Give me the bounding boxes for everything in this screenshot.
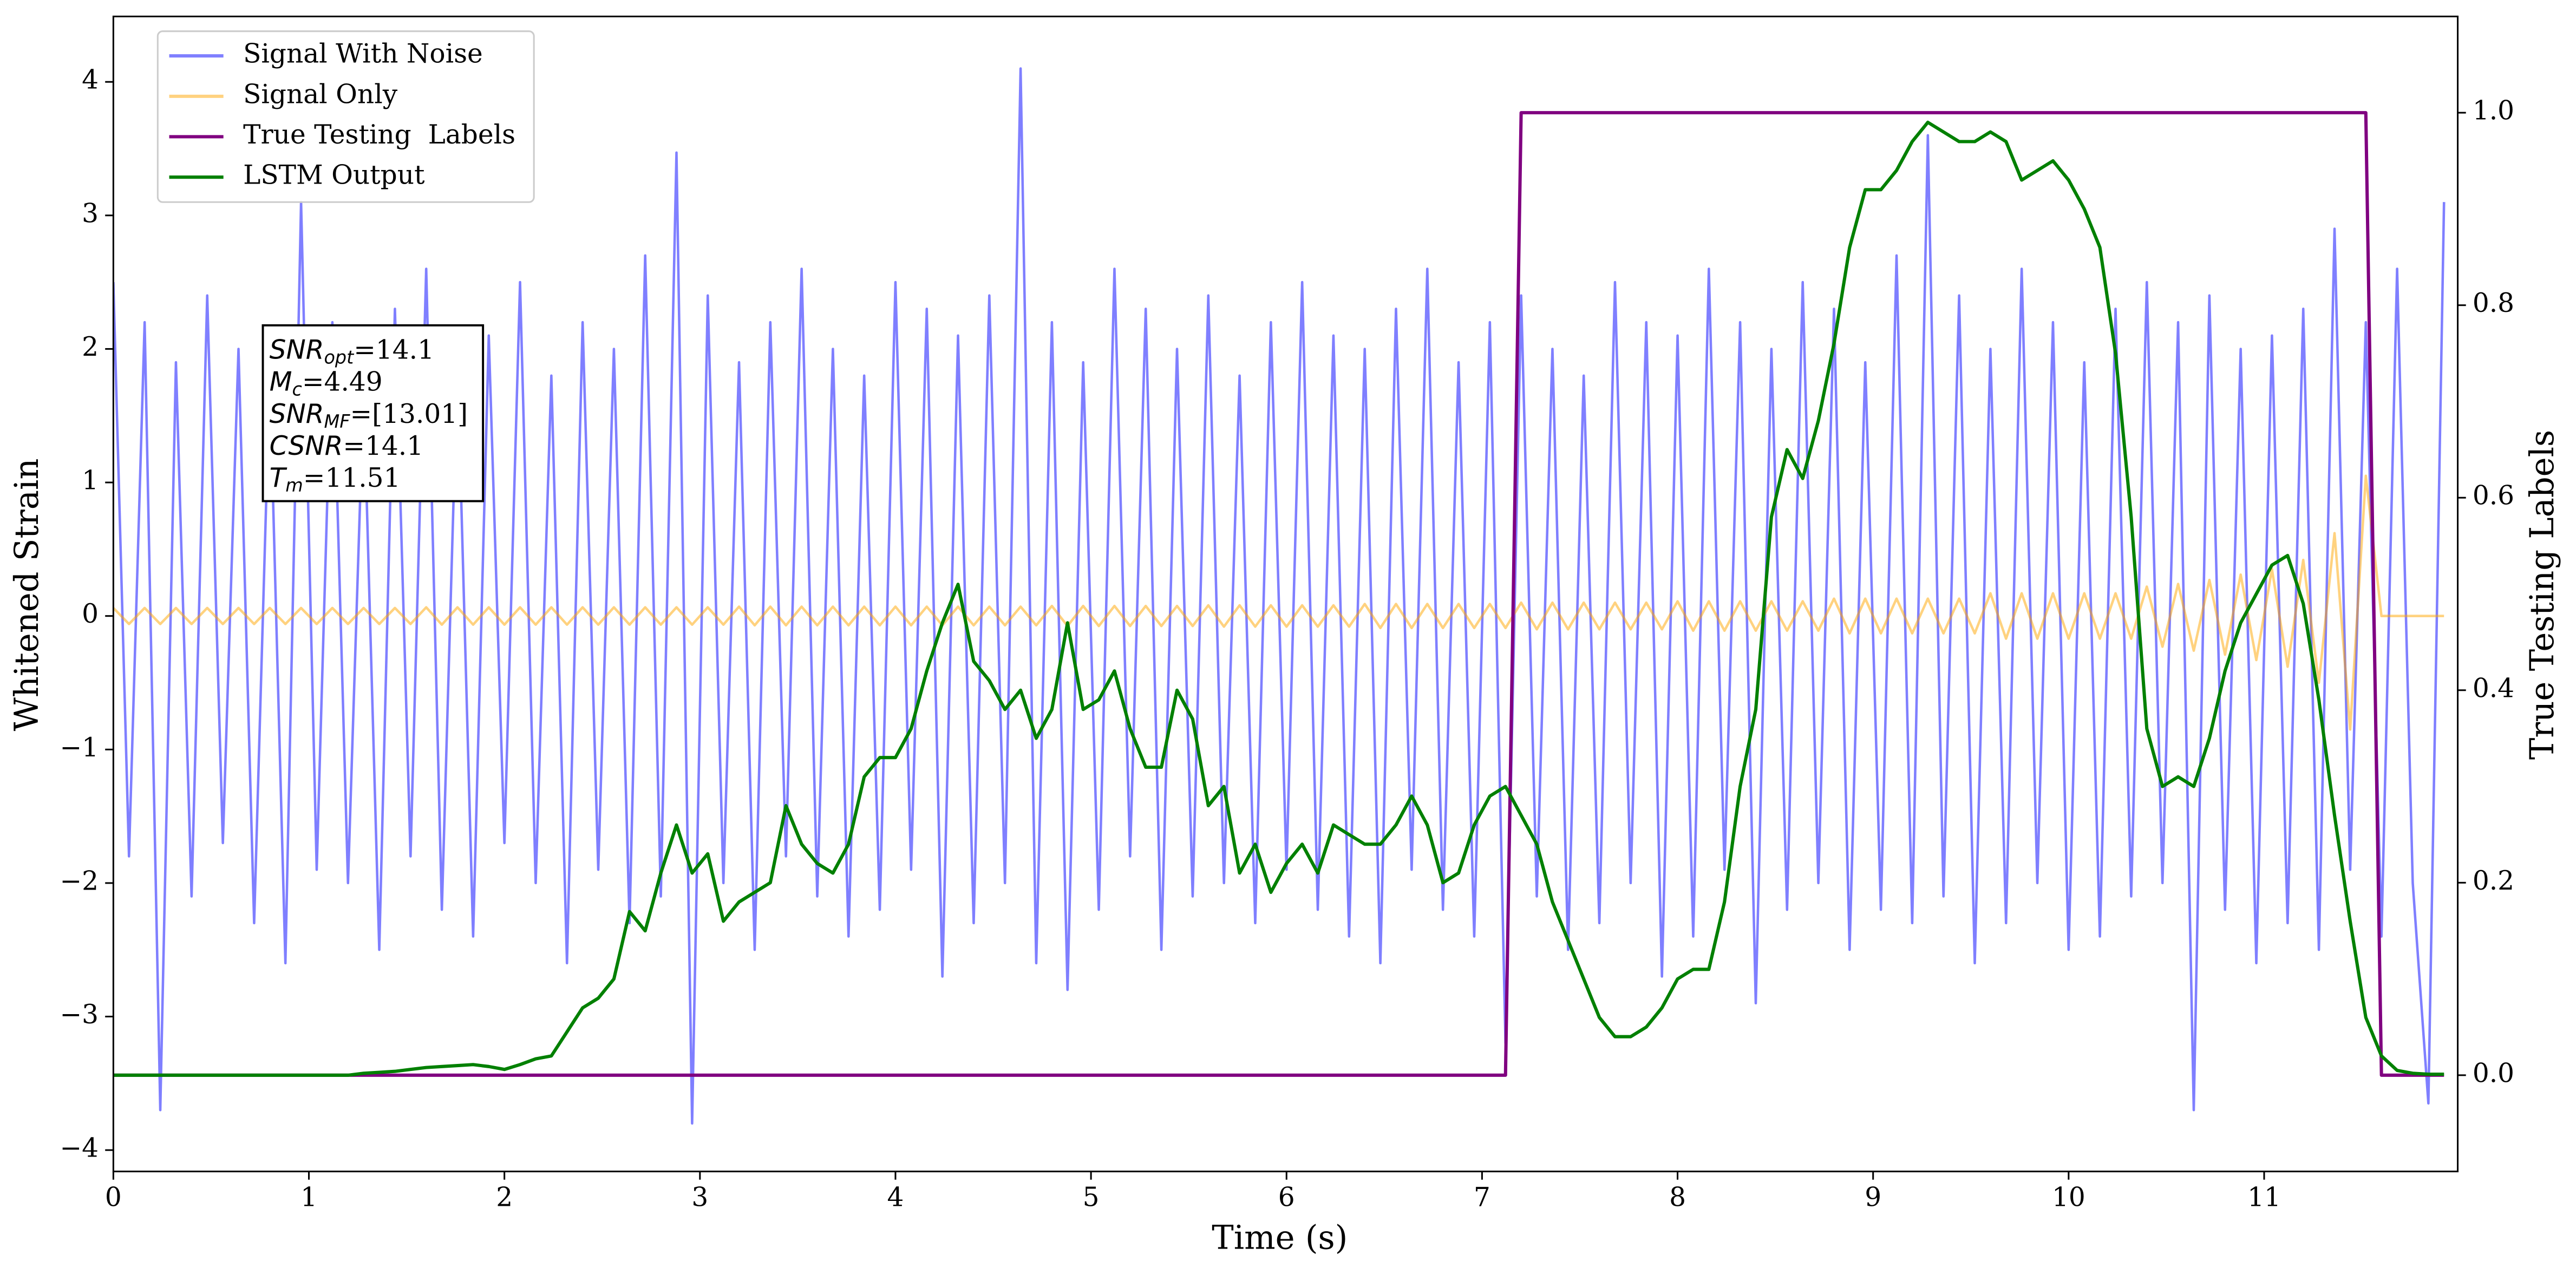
x-tick-label: 10 (2052, 1182, 2085, 1213)
y2-tick-label: 0.6 (2473, 481, 2514, 511)
annotation-line: SNRMF=[13.01] (270, 398, 468, 432)
y2-tick-label: 0.4 (2473, 673, 2514, 703)
x-tick-label: 8 (1669, 1182, 1686, 1213)
x-tick-label: 11 (2247, 1182, 2281, 1213)
plot-frame (112, 15, 2459, 1173)
annotation-line: Mc=4.49 (270, 367, 383, 400)
annotation-symbol: T (270, 463, 287, 493)
legend-label: True Testing Labels (243, 120, 515, 150)
legend-label: Signal Only (243, 79, 398, 109)
y2-tick-label: 0.8 (2473, 288, 2514, 318)
annotation-line: CSNR=14.1 (270, 430, 423, 461)
series-line (113, 67, 2446, 1125)
x-tick-label: 6 (1278, 1182, 1295, 1213)
y2-axis-label: True Testing Labels (2523, 430, 2561, 760)
x-tick-label: 4 (887, 1182, 904, 1213)
annotation-symbol: SNR (270, 399, 324, 429)
y-tick-label: −3 (60, 999, 99, 1030)
x-axis-label: Time (s) (1212, 1219, 1348, 1257)
series-line (113, 120, 2444, 1077)
y-tick-label: 3 (82, 198, 99, 228)
annotation-line: Tm=11.51 (270, 463, 401, 496)
annotation-box (261, 324, 485, 502)
annotation-value: =[13.01] (350, 398, 468, 429)
x-tick-label: 1 (300, 1182, 317, 1213)
annotation-subscript: m (285, 475, 303, 496)
y-tick-label: 4 (82, 65, 99, 95)
annotation-subscript: MF (324, 410, 351, 432)
y2-tick-label: 0.2 (2473, 866, 2514, 896)
x-tick-label: 3 (691, 1182, 708, 1213)
x-tick-label: 5 (1083, 1182, 1100, 1213)
series-line (113, 111, 2444, 1077)
annotation-symbol: M (270, 367, 292, 397)
legend-label: LSTM Output (243, 160, 425, 191)
annotation-subscript: c (292, 378, 302, 400)
y-axis-label: Whitened Strain (8, 459, 46, 731)
annotation-line: SNRopt=14.1 (270, 335, 434, 368)
annotation-value: =4.49 (302, 367, 383, 397)
y-tick-label: −4 (60, 1133, 99, 1164)
y-tick-label: −2 (60, 866, 99, 896)
annotation-value: =14.1 (354, 335, 434, 365)
y-tick-label: 1 (82, 466, 99, 496)
y-tick-label: 2 (82, 332, 99, 362)
annotation-value: =11.51 (303, 463, 401, 493)
y2-tick-label: 1.0 (2473, 96, 2514, 126)
legend-box (156, 30, 535, 203)
x-tick-label: 2 (496, 1182, 513, 1213)
y-tick-label: −1 (60, 733, 99, 763)
x-tick-label: 9 (1865, 1182, 1881, 1213)
annotation-subscript: opt (324, 347, 355, 368)
y2-tick-label: 0.0 (2473, 1058, 2514, 1088)
legend-label: Signal With Noise (243, 39, 483, 69)
series-line (113, 474, 2444, 731)
annotation-symbol: SNR (270, 335, 324, 365)
x-tick-label: 0 (105, 1182, 122, 1213)
y-tick-label: 0 (82, 599, 99, 629)
annotation-value: =14.1 (343, 430, 423, 461)
annotation-symbol: CSNR (270, 431, 343, 461)
x-tick-label: 7 (1474, 1182, 1490, 1213)
